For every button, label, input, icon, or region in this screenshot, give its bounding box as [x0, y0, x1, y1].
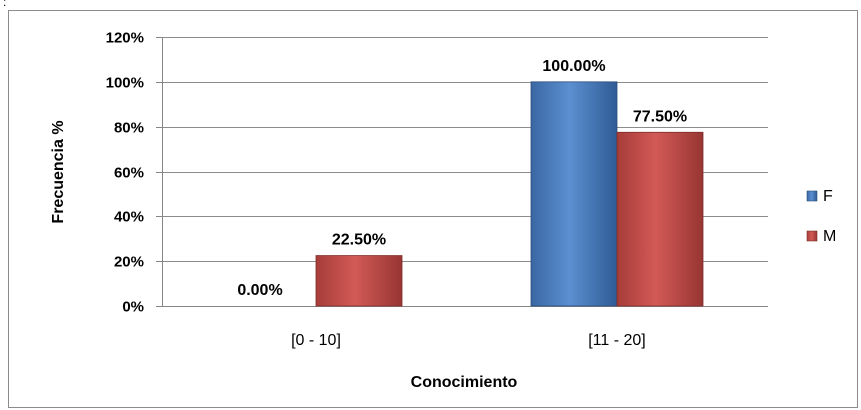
- y-tick-label: 100%: [106, 75, 144, 92]
- x-category-label: [11 - 20]: [588, 332, 646, 349]
- data-label-m-1: 77.50%: [633, 108, 687, 125]
- data-label-f-1: 100.00%: [542, 58, 605, 75]
- y-tick-label: 20%: [114, 254, 144, 271]
- chart-frame: [8, 10, 858, 408]
- gridlines: [156, 37, 768, 307]
- y-tick-label: 60%: [114, 165, 144, 182]
- legend-swatch-m: [806, 230, 818, 242]
- legend-label-m: M: [823, 228, 836, 245]
- x-axis-title: Conocimiento: [411, 374, 518, 391]
- data-label-m-0: 22.50%: [332, 232, 386, 249]
- x-category-label: [0 - 10]: [291, 332, 341, 349]
- data-label-f-0: 0.00%: [237, 282, 282, 299]
- y-axis-title: Frecuencia %: [50, 120, 67, 223]
- bars: [315, 81, 704, 307]
- y-tick-label: 40%: [114, 209, 144, 226]
- bar-f-1: [530, 81, 618, 307]
- legend-swatch-f: [806, 190, 818, 202]
- y-tick-label: 120%: [106, 30, 144, 47]
- legend-label-f: F: [823, 188, 833, 205]
- bar-m-1: [616, 131, 704, 307]
- y-axis-ticks: 0% 20% 40% 60% 80% 100% 120%: [106, 30, 144, 316]
- stray-mark: :: [3, 0, 7, 9]
- legend: FM: [806, 188, 836, 245]
- y-tick-label: 0%: [122, 299, 144, 316]
- bar-m-0: [315, 255, 403, 307]
- data-labels: 0.00% 100.00% 22.50% 77.50%: [237, 58, 687, 299]
- x-axis-categories: [0 - 10] [11 - 20]: [291, 332, 646, 349]
- y-tick-label: 80%: [114, 120, 144, 137]
